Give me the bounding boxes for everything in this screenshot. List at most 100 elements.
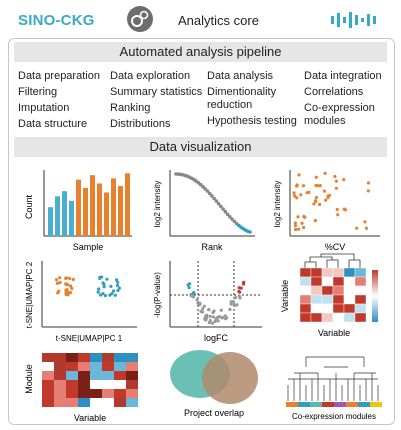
- heatmap-cell: [354, 276, 367, 287]
- x-axis-label: %CV: [325, 242, 346, 252]
- heatmap-cell: [354, 285, 367, 296]
- bar: [111, 178, 116, 236]
- data-point: [204, 314, 208, 318]
- heatmap-cell: [126, 389, 138, 398]
- module-color-bar: [304, 402, 310, 407]
- data-point: [302, 225, 306, 230]
- x-axis-label: Project overlap: [184, 408, 244, 418]
- data-point: [221, 207, 225, 211]
- bar: [48, 207, 53, 236]
- heatmap-cell: [42, 389, 54, 398]
- data-point: [213, 319, 217, 324]
- heatmap-cell: [42, 353, 54, 362]
- heatmap-cell: [343, 276, 356, 287]
- heatmap-cell: [78, 380, 90, 389]
- bar: [83, 188, 88, 236]
- brand-logo: SINO-CKG: [18, 12, 95, 29]
- data-point: [103, 294, 108, 298]
- module-color-bar: [316, 402, 322, 407]
- data-point: [314, 175, 318, 179]
- heatmap-cell: [90, 353, 102, 362]
- dendrogram-branch: [287, 356, 379, 401]
- heatmap-cell: [310, 285, 323, 296]
- heatmap-cell: [54, 371, 66, 380]
- bar-chart-thumbnail: Count Sample: [24, 170, 132, 252]
- heatmap-cell: [54, 398, 66, 407]
- data-point: [65, 288, 69, 292]
- pipeline-item: Summary statistics: [110, 86, 203, 98]
- heatmap-cell: [354, 312, 367, 323]
- heatmap-cell: [321, 276, 334, 287]
- heatmap-cell: [321, 267, 334, 278]
- heatmap-cell: [126, 398, 138, 407]
- x-axis-label: Rank: [201, 242, 223, 252]
- data-point: [242, 280, 246, 284]
- data-point: [117, 286, 122, 290]
- data-point: [187, 286, 191, 290]
- bar: [76, 179, 81, 236]
- data-point: [212, 196, 216, 201]
- pipeline-title: Automated analysis pipeline: [14, 42, 387, 62]
- pipeline-item: Distributions: [110, 118, 171, 130]
- heatmap-cell: [343, 294, 356, 305]
- data-point: [208, 314, 212, 318]
- heatmap-cell: [102, 362, 114, 371]
- y-axis-label: Count: [24, 195, 34, 220]
- data-point: [102, 282, 106, 286]
- heatmap-cell: [310, 294, 323, 305]
- data-point: [216, 201, 221, 206]
- module-color-bar: [328, 402, 334, 407]
- heatmap-cell: [42, 398, 54, 407]
- data-point: [326, 195, 330, 200]
- heatmap-cell: [78, 362, 90, 371]
- x-axis-label: t-SNE|UMAP|PC 1: [56, 334, 123, 343]
- correlation-heatmap-thumbnail: Variable Variable: [280, 253, 378, 338]
- module-color-bar: [292, 402, 298, 407]
- heatmap-cell: [332, 285, 345, 296]
- heatmap-cell: [114, 389, 126, 398]
- module-color-bar: [358, 402, 364, 407]
- waveform-icon: [331, 12, 376, 28]
- pipeline-column-exploration: Data exploration Summary statistics Rank…: [110, 70, 202, 134]
- heatmap-cell: [114, 398, 126, 407]
- data-point: [109, 284, 113, 288]
- data-point: [299, 193, 303, 197]
- pipeline-item: Hypothesis testing: [207, 115, 297, 127]
- data-point: [294, 227, 298, 232]
- data-point: [324, 198, 328, 202]
- heatmap-cell: [78, 353, 90, 362]
- heatmap-cell: [299, 276, 312, 287]
- heatmap-cell: [54, 380, 66, 389]
- data-point: [235, 303, 239, 307]
- module-color-bar: [364, 402, 370, 407]
- pipeline-column-preparation: Data preparation Filtering Imputation Da…: [18, 70, 100, 134]
- data-point: [297, 227, 301, 231]
- pipeline-item: Data preparation: [18, 70, 100, 82]
- pipeline-item: Data analysis: [207, 70, 274, 82]
- heatmap-cell: [299, 294, 312, 305]
- data-point: [314, 195, 318, 200]
- bar: [62, 191, 67, 236]
- data-point: [300, 221, 304, 225]
- heatmap-cell: [343, 303, 356, 314]
- data-point: [201, 184, 205, 189]
- data-point: [207, 191, 212, 196]
- data-point: [68, 284, 73, 288]
- heatmap-cell: [54, 353, 66, 362]
- data-point: [295, 183, 299, 187]
- pipeline-item: Data exploration: [110, 70, 191, 82]
- data-point: [336, 213, 340, 217]
- bar: [55, 196, 60, 236]
- heatmap-cell: [321, 285, 334, 296]
- heatmap-cell: [66, 371, 78, 380]
- module-color-bar: [346, 402, 352, 407]
- bar: [69, 200, 74, 236]
- data-point: [364, 226, 368, 230]
- heatmap-cell: [321, 312, 334, 323]
- bar: [125, 173, 130, 236]
- cv-scatter-thumbnail: log2 intensity %CV: [273, 170, 380, 252]
- heatmap-cell: [332, 267, 345, 278]
- data-point: [200, 307, 205, 311]
- coexpression-dendrogram: Co-expression modules: [286, 356, 382, 421]
- heatmap-cell: [54, 389, 66, 398]
